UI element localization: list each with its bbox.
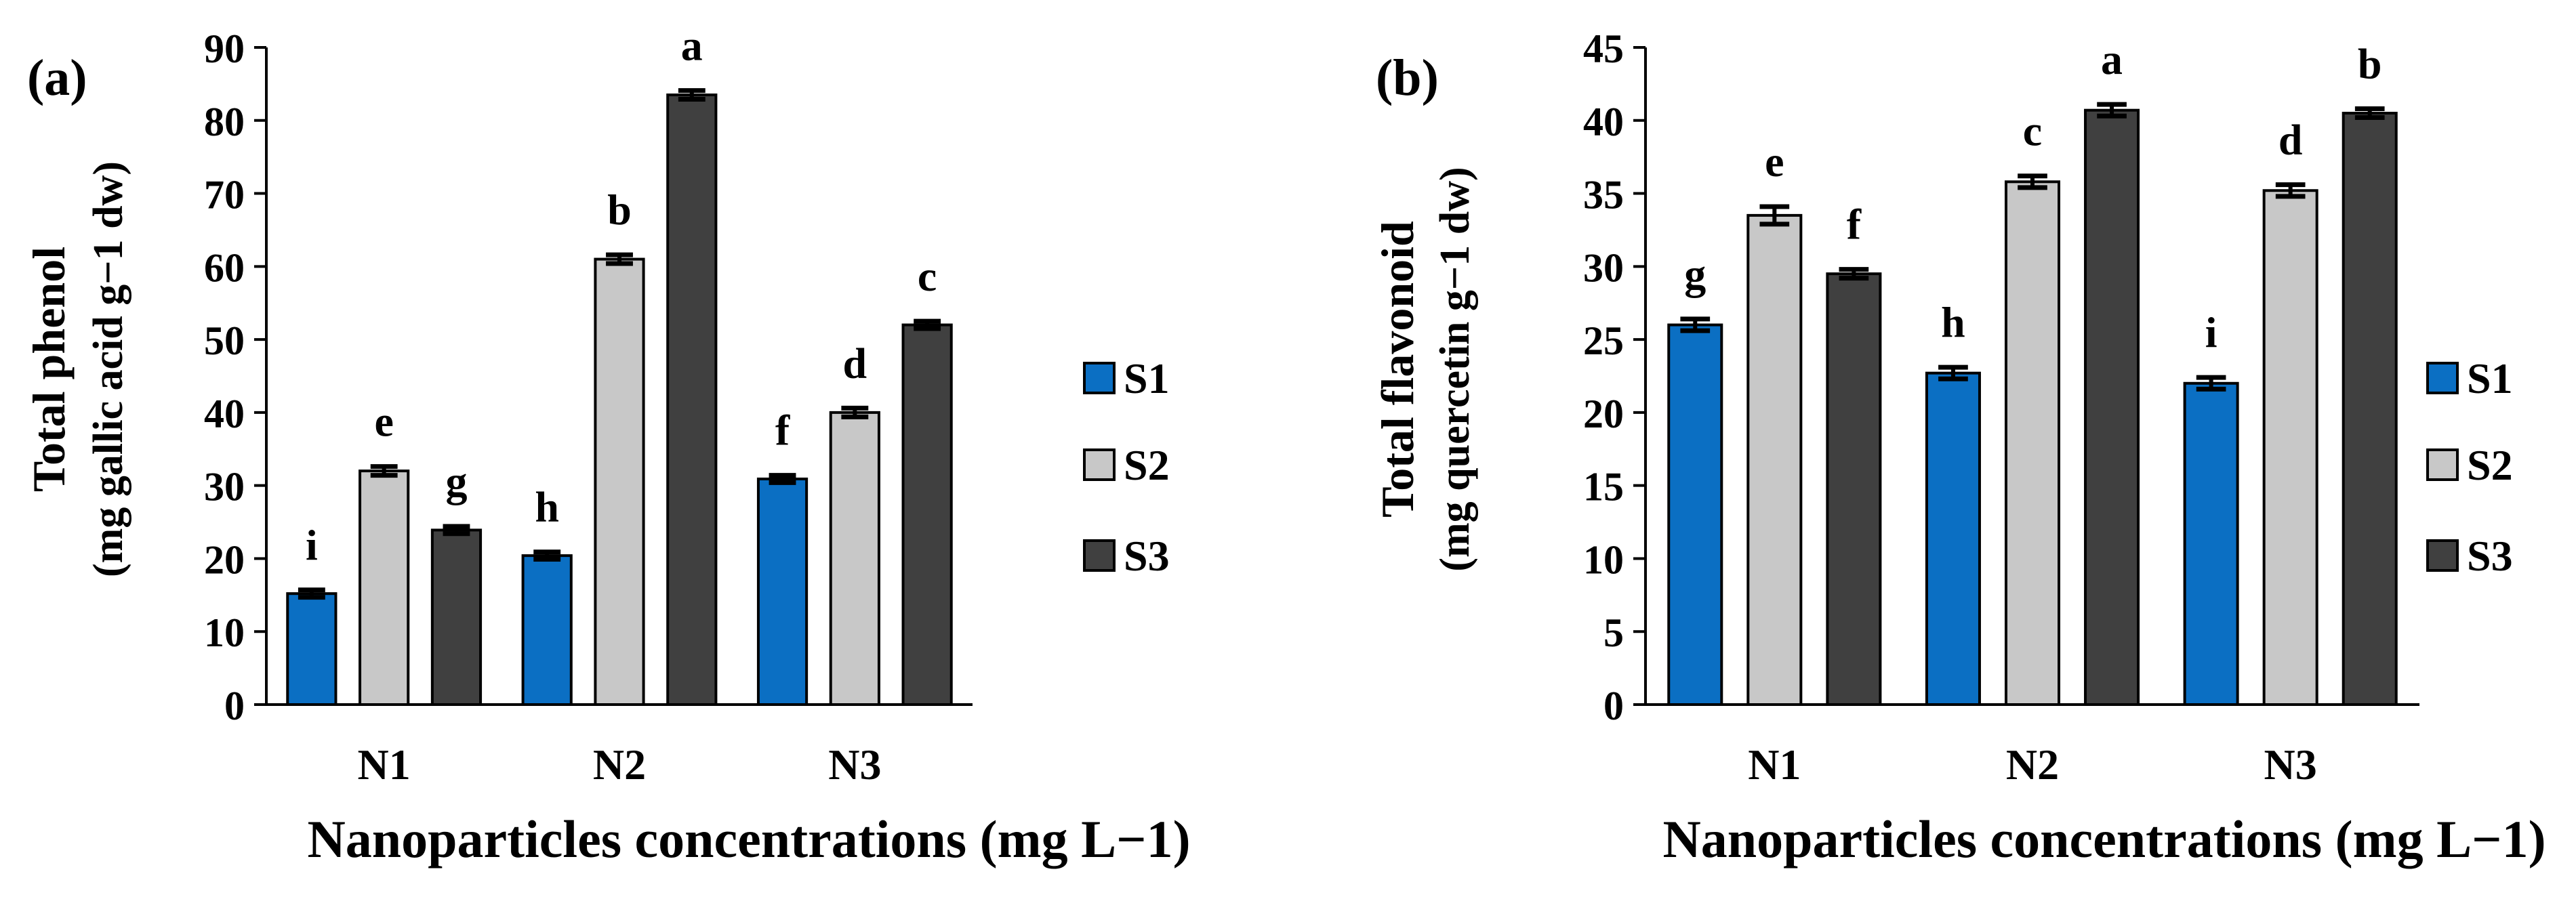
bar-s3-n2: [666, 93, 718, 707]
y-tick-label: 40: [204, 392, 245, 436]
y-tick-label: 10: [1583, 537, 1624, 582]
bar-s1-n1: [1667, 323, 1723, 706]
y-tick-label: 90: [204, 26, 245, 71]
legend-swatch-s2: [1083, 448, 1116, 481]
y-tick-label: 35: [1583, 173, 1624, 217]
panel-b-chart: (b) Total flavonoid (mg quercetin g−1 dw) 0…: [1372, 26, 2546, 869]
bar-s1-n3: [756, 477, 809, 706]
panel-label: (a): [27, 49, 87, 106]
y-tick-label: 20: [204, 537, 245, 582]
x-tick-label: N3: [828, 740, 881, 789]
panel-a-chart: (a) Total phenol (mg gallic acid g−1 dw) 0 1…: [23, 22, 1191, 869]
x-tick-label: N1: [1748, 740, 1801, 789]
legend-label-s1: S1: [2467, 354, 2513, 402]
significance-letter: a: [2101, 35, 2123, 83]
significance-letter: b: [2358, 40, 2382, 88]
y-tick-label: 5: [1603, 610, 1624, 655]
x-tick-label: N2: [593, 740, 646, 789]
x-tick-label: N1: [358, 740, 411, 789]
x-axis-title: Nanoparticles concentrations (mg L−1): [307, 810, 1190, 869]
significance-letter: i: [2205, 308, 2217, 356]
significance-letter: h: [1941, 298, 1965, 346]
y-tick-label: 40: [1583, 100, 1624, 144]
significance-letter: f: [775, 406, 790, 455]
significance-letter: c: [918, 252, 937, 300]
x-tick-label: N2: [2006, 740, 2059, 789]
legend-label-s3: S3: [2467, 532, 2513, 580]
legend-label-s2: S2: [1124, 441, 1170, 489]
y-tick-label: 45: [1583, 26, 1624, 71]
bar-s3-n3: [901, 323, 953, 706]
significance-letter: d: [843, 339, 867, 387]
significance-letter: a: [681, 22, 703, 70]
legend-label-s2: S2: [2467, 441, 2513, 489]
legend-swatch-s3: [2426, 539, 2459, 572]
significance-letter: c: [2023, 107, 2042, 155]
y-axis-subtitle: (mg quercetin g−1 dw): [1432, 167, 1478, 571]
bar-s3-n2: [2084, 108, 2140, 706]
bar-s1-n1: [286, 592, 338, 707]
bar-s3-n1: [1826, 272, 1882, 707]
bar-s2-n1: [359, 469, 410, 706]
y-tick-label: 70: [204, 173, 245, 217]
bar-s3-n1: [430, 528, 483, 707]
legend-swatch-s1: [1083, 362, 1116, 394]
y-tick-label: 10: [204, 610, 245, 655]
significance-letter: h: [535, 483, 559, 531]
legend-label-s3: S3: [1124, 532, 1170, 580]
legend-swatch-s1: [2426, 362, 2459, 394]
significance-letter: g: [1684, 250, 1706, 298]
y-tick-label: 60: [204, 245, 245, 290]
legend-label-s1: S1: [1124, 354, 1170, 402]
significance-letter: f: [1847, 201, 1862, 249]
x-axis-title: Nanoparticles concentrations (mg L−1): [1662, 810, 2546, 869]
y-tick-label: 50: [204, 318, 245, 363]
bar-s1-n2: [1925, 371, 1981, 706]
significance-letter: b: [607, 186, 632, 234]
y-tick-label: 20: [1583, 392, 1624, 436]
y-tick-label: 25: [1583, 318, 1624, 363]
significance-letter: i: [306, 521, 318, 569]
bar-s1-n2: [521, 554, 573, 707]
panel-label: (b): [1376, 49, 1439, 106]
significance-letter: g: [445, 457, 467, 505]
significance-letter: e: [1765, 138, 1784, 186]
y-tick-label: 0: [1603, 684, 1624, 728]
bar-s2-n1: [1746, 213, 1803, 706]
legend-swatch-s2: [2426, 448, 2459, 481]
x-tick-label: N3: [2264, 740, 2317, 789]
y-tick-label: 15: [1583, 465, 1624, 509]
bar-s2-n3: [829, 411, 880, 707]
y-tick-label: 80: [204, 100, 245, 144]
bar-s1-n3: [2183, 381, 2239, 706]
y-axis-title: Total phenol: [23, 247, 75, 492]
y-tick-label: 0: [224, 684, 245, 728]
y-tick-label: 30: [1583, 245, 1624, 290]
significance-letter: e: [374, 398, 393, 446]
bar-s3-n3: [2342, 112, 2398, 706]
y-axis-subtitle: (mg gallic acid g−1 dw): [85, 161, 131, 577]
bar-s2-n2: [2004, 180, 2061, 706]
bar-s2-n2: [594, 257, 645, 706]
legend-swatch-s3: [1083, 539, 1116, 572]
y-tick-label: 30: [204, 465, 245, 509]
significance-letter: d: [2278, 116, 2303, 164]
y-axis-title: Total flavonoid: [1372, 221, 1423, 518]
bar-s2-n3: [2262, 189, 2318, 706]
